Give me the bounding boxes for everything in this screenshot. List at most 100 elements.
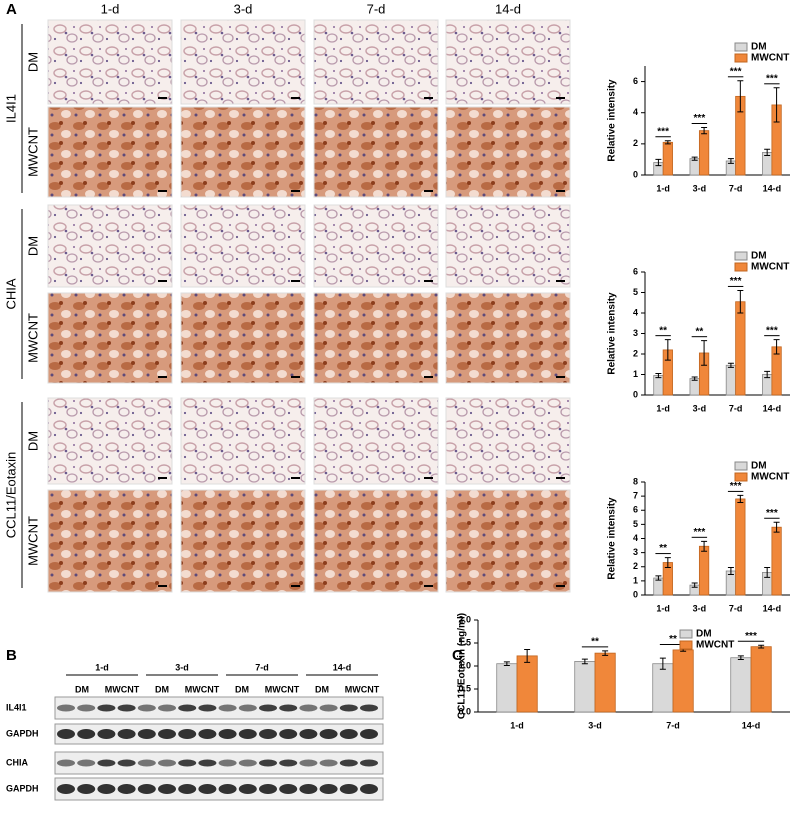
micrograph	[313, 19, 439, 105]
blot-band	[198, 704, 217, 712]
group-label: CHIA	[3, 278, 18, 309]
micrograph	[180, 292, 306, 384]
error-bar	[655, 575, 662, 581]
panel-label: A	[6, 1, 17, 18]
significance-label: ***	[730, 481, 742, 492]
blot-row-label: GAPDH	[6, 783, 39, 793]
lane-label: MWCNT	[265, 684, 300, 694]
row-label: DM	[25, 236, 40, 256]
significance-label: **	[659, 325, 667, 336]
error-bar	[655, 372, 662, 379]
blot-band	[299, 759, 318, 767]
y-tick-label: 0	[633, 169, 638, 179]
blot-band	[137, 784, 156, 794]
error-bar	[691, 376, 698, 381]
error-bar	[659, 657, 666, 670]
column-header: 7-d	[367, 1, 386, 16]
micrograph	[445, 19, 571, 105]
error-bar	[737, 494, 744, 503]
blot-band	[218, 759, 237, 767]
legend-label: MWCNT	[751, 53, 789, 64]
significance-label: ***	[745, 631, 757, 642]
bar	[672, 649, 694, 713]
blot-group-label: 3-d	[175, 662, 189, 672]
blot-band	[218, 729, 237, 739]
legend-label: MWCNT	[751, 262, 789, 273]
micrograph	[47, 489, 173, 593]
blot-band	[319, 729, 338, 739]
blot-band	[259, 704, 277, 712]
column-header: 1-d	[101, 1, 120, 16]
blot-band	[279, 784, 298, 794]
y-tick-label: 2	[633, 138, 638, 148]
error-bar	[602, 650, 609, 656]
blot-band	[137, 729, 156, 739]
legend-swatch	[734, 461, 748, 471]
row-label: DM	[25, 52, 40, 72]
micrograph	[313, 397, 439, 485]
significance-label: **	[591, 636, 599, 647]
micrograph	[313, 106, 439, 198]
lane-label: MWCNT	[185, 684, 220, 694]
y-tick-label: 1.5	[458, 637, 471, 647]
blot-band	[218, 784, 237, 794]
bar	[730, 657, 752, 713]
bar	[750, 646, 772, 713]
lane-label: DM	[235, 684, 249, 694]
error-bar	[701, 127, 708, 135]
error-bar	[764, 370, 771, 379]
micrograph	[445, 397, 571, 485]
legend-swatch	[734, 262, 748, 272]
group-label: IL4I1	[3, 94, 18, 123]
blot-band	[158, 729, 176, 739]
blot-band	[158, 704, 176, 712]
legend-swatch	[679, 629, 693, 639]
error-bar	[773, 521, 780, 533]
blot-row-label: IL4I1	[6, 702, 27, 712]
blot-band	[218, 704, 237, 712]
blot-band	[360, 729, 378, 739]
legend-swatch	[734, 53, 748, 63]
blot-band	[238, 704, 257, 712]
blot-band	[178, 784, 197, 794]
y-tick-label: 3	[633, 328, 638, 338]
x-tick-label: 7-d	[729, 403, 743, 413]
bar	[771, 526, 782, 596]
blot-band	[279, 704, 298, 712]
x-tick-label: 3-d	[693, 183, 707, 193]
y-tick-label: 0.0	[458, 706, 471, 716]
x-tick-label: 1-d	[656, 403, 670, 413]
legend-swatch	[734, 42, 748, 52]
error-bar	[664, 339, 671, 361]
y-tick-label: 4	[633, 307, 638, 317]
legend-label: DM	[751, 42, 767, 53]
blot-band	[77, 784, 96, 794]
y-tick-label: 6	[633, 76, 638, 86]
y-axis-label: Relative intensity	[607, 292, 618, 375]
legend-label: MWCNT	[696, 640, 734, 651]
y-tick-label: 2.0	[458, 614, 471, 624]
error-bar	[758, 644, 765, 649]
micrograph	[47, 19, 173, 105]
blot-row-label: CHIA	[6, 757, 28, 767]
bar	[516, 655, 538, 713]
x-tick-label: 14-d	[742, 720, 761, 730]
lane-label: MWCNT	[345, 684, 380, 694]
panel-label: B	[6, 647, 17, 664]
micrograph	[445, 292, 571, 384]
error-bar	[737, 655, 744, 661]
error-bar	[664, 557, 671, 568]
blot-band	[77, 759, 96, 767]
blot-band	[57, 704, 75, 712]
x-tick-label: 1-d	[510, 720, 524, 730]
y-tick-label: 0	[633, 589, 638, 599]
blot-group-label: 1-d	[95, 662, 109, 672]
blot-band	[117, 784, 136, 794]
significance-label: **	[669, 634, 677, 645]
x-tick-label: 3-d	[693, 603, 707, 613]
error-bar	[737, 289, 744, 314]
y-tick-label: 7	[633, 491, 638, 501]
blot-band	[259, 784, 277, 794]
y-tick-label: 3	[633, 547, 638, 557]
blot-band	[57, 729, 75, 739]
